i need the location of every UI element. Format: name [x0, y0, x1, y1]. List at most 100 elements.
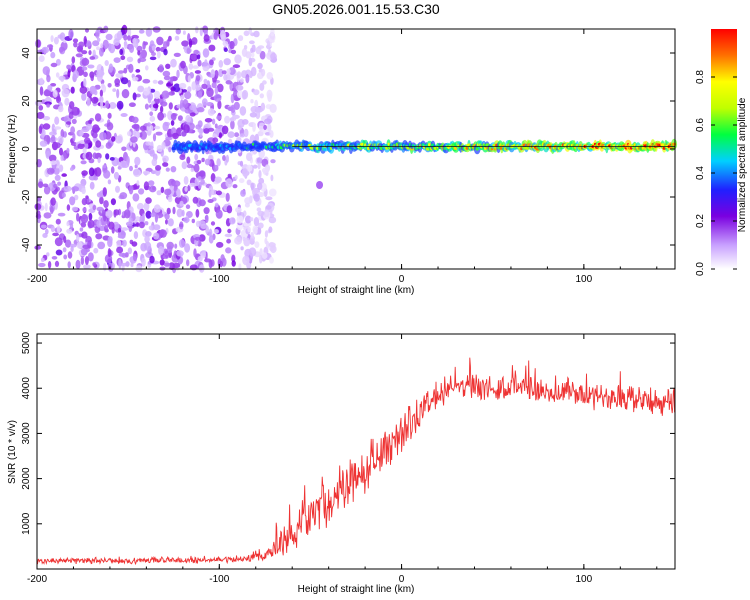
- heatmap-cell: [38, 125, 43, 134]
- heatmap-cell: [135, 93, 141, 98]
- heatmap-cell: [47, 44, 54, 49]
- heatmap-cell: [69, 243, 77, 248]
- heatmap-cell: [113, 209, 120, 216]
- heatmap-cell: [256, 207, 262, 212]
- heatmap-cell: [66, 228, 73, 234]
- heatmap-cell: [229, 40, 235, 50]
- heatmap-cell: [245, 51, 252, 59]
- heatmap-cell: [218, 68, 224, 78]
- heatmap-cell: [268, 216, 277, 224]
- heatmap-cell: [188, 38, 193, 48]
- heatmap-cell: [103, 214, 107, 222]
- heatmap-cell: [141, 213, 145, 223]
- heatmap-cell: [177, 115, 183, 121]
- heatmap-cell: [214, 86, 219, 95]
- heatmap-cell: [265, 205, 272, 210]
- heatmap-cell: [53, 126, 62, 130]
- heatmap-cell: [213, 164, 219, 172]
- heatmap-cell: [82, 244, 91, 250]
- snr-x-tick-label: -100: [209, 574, 229, 585]
- spectrogram-x-tick-label: -100: [209, 274, 229, 285]
- heatmap-cell: [82, 207, 87, 213]
- heatmap-cell: [47, 84, 53, 92]
- heatmap-cell: [198, 220, 206, 226]
- snr-panel: -200 -100 0 100 1000 2000 3000 4000 5000 Height …: [7, 331, 676, 595]
- heatmap-cell: [42, 183, 49, 188]
- heatmap-cell: [97, 241, 106, 250]
- heatmap-cell: [235, 207, 242, 213]
- heatmap-cell: [39, 86, 44, 96]
- heatmap-cell: [59, 147, 63, 156]
- heatmap-cell: [168, 146, 172, 153]
- heatmap-cell: [269, 188, 277, 197]
- heatmap-cell: [216, 115, 222, 120]
- heatmap-cell: [107, 248, 111, 258]
- heatmap-cell: [201, 62, 208, 67]
- heatmap-cell: [238, 35, 244, 42]
- heatmap-cell: [239, 160, 244, 167]
- heatmap-cell: [51, 135, 56, 142]
- heatmap-cell: [227, 173, 232, 178]
- heatmap-cell: [81, 170, 88, 176]
- heatmap-cell: [47, 167, 55, 175]
- snr-series: [36, 357, 676, 566]
- heatmap-cell: [178, 239, 186, 248]
- heatmap-cell: [179, 221, 184, 230]
- heatmap-cell: [222, 155, 226, 161]
- heatmap-cell: [151, 158, 158, 167]
- heatmap-cell: [95, 29, 100, 39]
- heatmap-cell: [57, 181, 62, 186]
- heatmap-cell: [84, 256, 89, 265]
- heatmap-cell: [110, 166, 115, 174]
- heatmap-cell: [236, 71, 242, 79]
- heatmap-cell: [103, 263, 107, 272]
- heatmap-cell: [213, 32, 218, 40]
- heatmap-cell: [40, 257, 45, 262]
- heatmap-cell: [45, 228, 49, 235]
- heatmap-cell: [110, 198, 116, 206]
- heatmap-cell: [73, 41, 78, 48]
- heatmap-cell: [252, 164, 258, 169]
- heatmap-cell: [34, 203, 42, 211]
- heatmap-cell: [193, 248, 197, 258]
- heatmap-cell: [267, 123, 272, 133]
- colorbar-tick-label: 0.2: [695, 214, 706, 228]
- heatmap-cell: [247, 226, 251, 233]
- heatmap-cell: [181, 209, 185, 217]
- heatmap-cell: [251, 52, 255, 58]
- heatmap-cell: [138, 221, 145, 229]
- heatmap-cell: [91, 96, 99, 104]
- heatmap-cell: [107, 236, 113, 244]
- heatmap-cell: [76, 212, 80, 222]
- heatmap-cell: [194, 153, 199, 161]
- heatmap-cell: [88, 212, 93, 221]
- heatmap-cell: [92, 152, 98, 159]
- heatmap-cell: [105, 33, 113, 41]
- heatmap-cell: [203, 78, 208, 84]
- heatmap-cell: [268, 33, 276, 43]
- heatmap-cell: [192, 196, 199, 204]
- heatmap-cell: [269, 256, 274, 264]
- heatmap-cell: [128, 43, 135, 54]
- heatmap-cell: [71, 56, 76, 64]
- heatmap-cell: [239, 133, 246, 138]
- heatmap-cell: [81, 57, 90, 66]
- heatmap-cell: [257, 62, 263, 70]
- heatmap-cell: [159, 229, 167, 238]
- heatmap-cell: [86, 123, 93, 130]
- heatmap-cell: [143, 181, 149, 191]
- heatmap-cell: [143, 87, 150, 96]
- heatmap-cell: [113, 171, 120, 180]
- heatmap-cell: [180, 99, 184, 109]
- heatmap-cell: [123, 34, 128, 41]
- heatmap-cell: [62, 247, 67, 253]
- heatmap-cell: [93, 247, 99, 254]
- heatmap-cell: [195, 208, 200, 218]
- heatmap-cell: [194, 177, 200, 187]
- heatmap-cell: [105, 142, 112, 149]
- heatmap-cell: [55, 218, 61, 225]
- heatmap-cell: [266, 72, 273, 80]
- heatmap-cell: [120, 55, 126, 61]
- heatmap-cell: [231, 260, 236, 267]
